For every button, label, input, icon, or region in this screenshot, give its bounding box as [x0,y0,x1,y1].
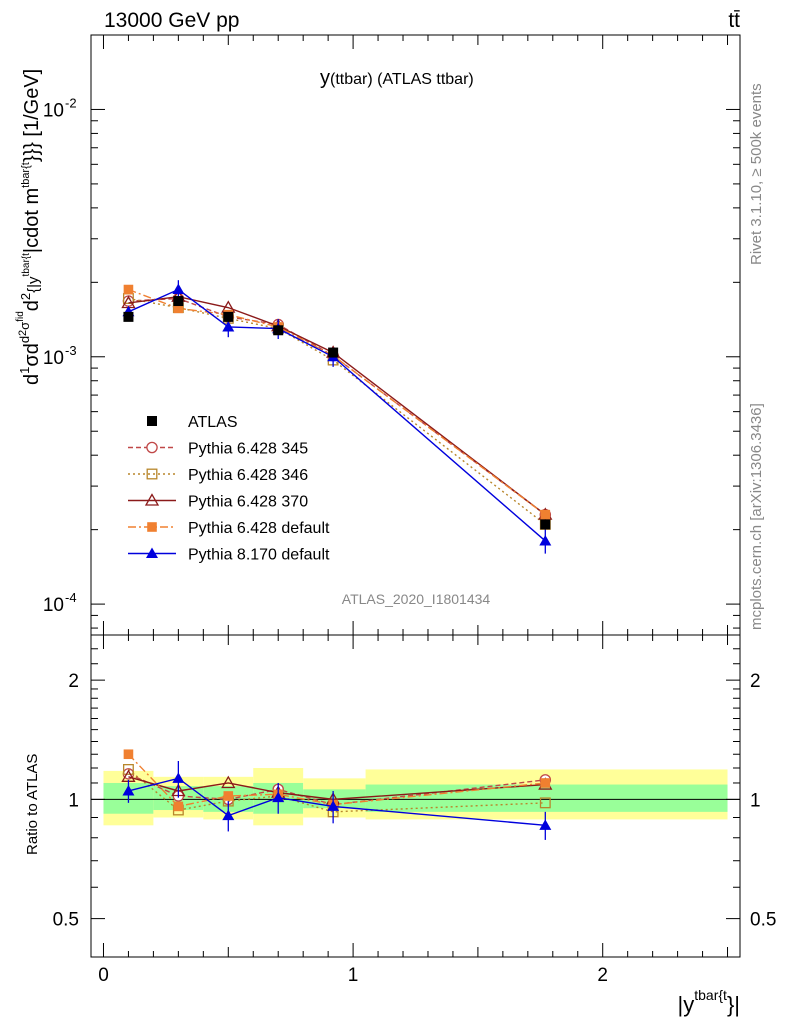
data-point [122,784,135,796]
x-tick-label: 1 [348,965,359,986]
series-line [127,753,546,808]
data-point [272,791,285,803]
main-panel: 10-210-310-4 y(ttbar) (ATLAS ttbar) ATLA… [15,34,741,636]
y-tick-label-exponent: -4 [65,590,77,605]
process-label: tt̄ [728,9,740,32]
series-pythia-6-428-345 [122,292,552,521]
data-point [173,296,184,307]
y-tick-label: 10 [43,100,64,121]
legend-marker [146,547,158,558]
data-point [172,772,185,783]
main-title: y(ttbar) (ATLAS ttbar) [320,67,474,89]
series-line [128,777,546,827]
data-point [327,800,340,811]
x-tick-label: 0 [98,965,109,986]
ratio-panel: 0.5 0.5 1 1 2 2 0 1 2 Ratio to ATLAS |ytbar{t}| [24,634,776,1017]
series-line [128,773,546,806]
ratio-y-tick-label: 2 [68,671,79,692]
series-line [128,768,546,813]
ratio-frame [90,634,741,958]
legend-entry: Pythia 6.428 346 [128,467,308,484]
data-point [540,509,551,520]
ratio-series-pythia-8-170-default [122,760,552,840]
series-atlas [123,296,551,530]
ratio-plot-content [91,749,740,840]
data-point [222,809,235,821]
data-point [223,311,234,322]
ratio-y-tick-label-right: 2 [750,671,761,692]
ratio-y-tick-label-right: 0.5 [750,910,776,931]
data-point [539,797,551,809]
collision-energy-label: 13000 GeV pp [104,9,239,32]
y-tick-label-exponent: -2 [65,95,77,110]
legend-marker [144,493,160,506]
legend-entry: Pythia 6.428 370 [128,493,308,511]
legend: ATLAS Pythia 6.428 345 Pythia 6.428 346 Pyt… [128,414,330,564]
data-point [539,819,552,830]
legend-entry: Pythia 8.170 default [128,547,330,564]
y-tick-label-exponent: -3 [65,343,77,358]
main-axes: 10-210-310-4 [43,34,740,635]
ratio-y-tick-label-right: 1 [750,790,761,811]
svg-text:d1σdd2σfidd2{|ytbar{t|cdot mtb: d1σdd2σfidd2{|ytbar{t|cdot mtbar{t}}} [1… [15,69,43,385]
main-frame [90,34,741,636]
main-plot-content [121,280,553,554]
data-point [222,320,235,332]
analysis-id-label: ATLAS_2020_I1801434 [342,591,491,607]
ratio-y-axis-label: Ratio to ATLAS [24,754,41,855]
legend-entry: Pythia 6.428 345 [128,441,308,458]
legend-label: Pythia 6.428 default [188,520,330,537]
y-tick-label: 10 [43,595,64,616]
data-point [122,763,134,775]
legend-marker [146,468,158,480]
data-point [221,775,236,789]
data-point [123,311,134,322]
y-tick-label: 10 [43,348,64,369]
data-point [328,347,339,358]
data-point [123,284,134,295]
main-y-axis-label: d1σdd2σfidd2{|ytbar{t|cdot mtbar{t}}} [1… [15,69,43,385]
data-point [540,519,551,530]
data-point [539,534,552,546]
data-point [123,749,134,760]
ratio-axes: 0.5 0.5 1 1 2 2 0 1 2 [53,634,776,986]
series-line [128,776,546,801]
series-line [128,297,546,525]
series-pythia-6-428-370 [121,289,553,520]
legend-marker [147,522,157,532]
legend-marker [147,416,157,426]
legend-label: ATLAS [188,414,238,431]
legend-label: Pythia 6.428 370 [188,494,308,511]
ratio-y-tick-label: 1 [68,790,79,811]
ratio-y-tick-label: 0.5 [53,910,79,931]
series-line [128,295,546,516]
x-tick-label: 2 [597,965,608,986]
data-point [173,801,184,812]
series-pythia-8-170-default [122,280,552,554]
data-point [540,778,551,788]
series-pythia-6-428-default [123,284,551,520]
data-point [173,303,184,314]
series-line [128,288,546,516]
data-point [273,325,284,336]
legend-entry: ATLAS [147,414,238,431]
legend-label: Pythia 6.428 346 [188,467,308,484]
legend-label: Pythia 6.428 345 [188,441,308,458]
mcplots-credit-label: mcplots.cern.ch [arXiv:1306.3436] [748,403,765,630]
x-axis-label: |ytbar{t}| [678,987,740,1017]
legend-marker [146,441,158,454]
data-point [223,791,234,801]
data-point [172,283,185,295]
legend-label: Pythia 8.170 default [188,547,330,564]
series-line [128,288,546,542]
rivet-version-label: Rivet 3.1.10, ≥ 500k events [748,83,765,265]
legend-entry: Pythia 6.428 default [128,520,330,537]
